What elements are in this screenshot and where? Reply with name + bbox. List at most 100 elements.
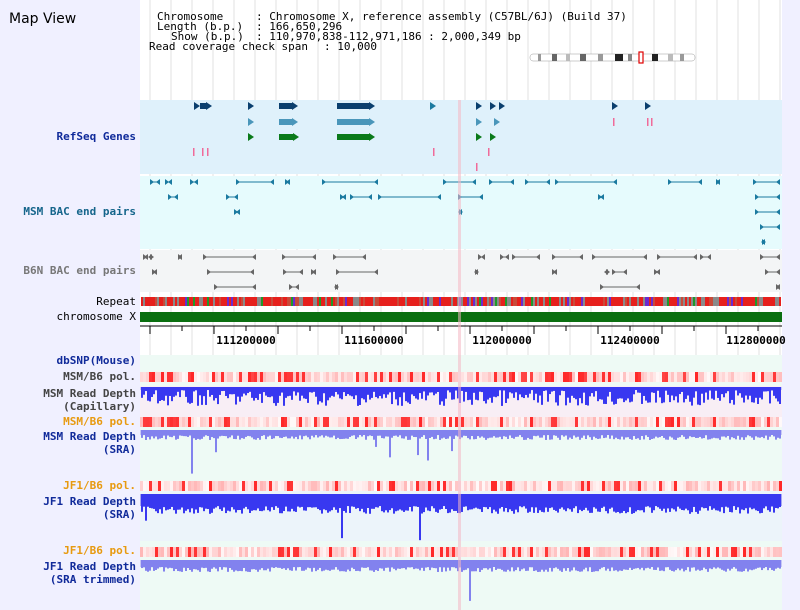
depth-bar	[247, 430, 249, 436]
track-label-refseq-genes[interactable]: RefSeq Genes	[56, 130, 136, 143]
depth-bar	[247, 560, 249, 572]
depth-bar	[551, 560, 553, 572]
depth-bar	[209, 430, 211, 440]
depth-bar	[145, 560, 147, 571]
depth-bar	[727, 387, 729, 392]
track-label-msm-capillary-1[interactable]: MSM Read Depth	[43, 387, 136, 400]
depth-bar	[305, 387, 307, 399]
track-label-jf1-sra-2[interactable]: (SRA)	[102, 508, 136, 521]
depth-bar	[341, 560, 343, 572]
pol-band-cell	[653, 372, 656, 382]
depth-bar	[201, 494, 203, 508]
depth-bar	[657, 494, 659, 508]
track-label-msm-bac[interactable]: MSM BAC end pairs	[23, 205, 136, 218]
depth-bar	[261, 560, 263, 569]
depth-bar	[279, 494, 281, 514]
pol-band-cell	[308, 481, 311, 491]
depth-bar	[587, 494, 589, 511]
pol-band-cell	[464, 547, 467, 557]
depth-bar	[141, 560, 143, 569]
pol-band-cell	[179, 417, 182, 427]
pol-band-cell	[698, 481, 701, 491]
depth-bar	[229, 560, 231, 569]
track-label-msm-sra-2[interactable]: (SRA)	[102, 443, 136, 456]
repeat-segment	[259, 297, 261, 306]
repeat-segment	[233, 297, 235, 306]
track-label-msm-sra-1[interactable]: MSM Read Depth	[43, 430, 136, 443]
depth-bar	[323, 494, 325, 510]
pol-band-cell	[197, 372, 200, 382]
track-label-msm-pol-2[interactable]: MSM/B6 pol.	[63, 415, 136, 428]
depth-bar	[663, 387, 665, 403]
track-label-repeat[interactable]: Repeat	[96, 295, 136, 308]
pol-band-cell	[299, 547, 302, 557]
track-label-msm-pol[interactable]: MSM/B6 pol.	[63, 370, 136, 383]
depth-bar	[237, 387, 239, 397]
pol-band-cell	[329, 481, 332, 491]
repeat-segment	[635, 297, 637, 306]
depth-bar	[511, 560, 513, 568]
depth-bar	[747, 387, 749, 400]
bac-end	[776, 194, 780, 200]
pol-band-cell	[233, 547, 236, 557]
depth-bar	[341, 430, 343, 439]
track-label-chromosome[interactable]: chromosome X	[56, 310, 136, 323]
depth-bar	[197, 494, 199, 513]
depth-bar	[285, 494, 287, 507]
pol-band-cell	[677, 372, 680, 382]
pol-band-cell	[527, 372, 530, 382]
pol-band-cell	[560, 547, 563, 557]
depth-bar	[277, 387, 279, 403]
repeat-segment	[689, 297, 691, 306]
track-label-b6n-bac[interactable]: B6N BAC end pairs	[23, 264, 136, 277]
depth-bar	[361, 387, 363, 399]
pol-band-cell	[590, 372, 593, 382]
pol-band-cell	[698, 372, 701, 382]
pol-band-cell	[626, 372, 629, 382]
axis-tick-marks	[149, 326, 759, 334]
pol-band-cell	[764, 417, 767, 427]
track-label-jf1-sra-1[interactable]: JF1 Read Depth	[43, 495, 136, 508]
repeat-segment	[277, 297, 279, 306]
pol-band-cell	[461, 372, 464, 382]
pol-band-cell	[194, 547, 197, 557]
depth-bar	[461, 494, 463, 512]
chromosome-ideogram[interactable]	[529, 51, 696, 64]
depth-bar	[591, 387, 593, 394]
track-label-jf1-pol[interactable]: JF1/B6 pol.	[63, 479, 136, 492]
depth-bar	[465, 560, 467, 570]
depth-bar	[301, 494, 303, 507]
depth-bar	[171, 387, 173, 402]
pol-band-cell	[734, 372, 737, 382]
pol-band-cell	[206, 372, 209, 382]
depth-bar	[257, 494, 259, 509]
pol-band-cell	[656, 547, 659, 557]
pol-band-cell	[755, 547, 758, 557]
depth-bar	[571, 494, 573, 512]
repeat-segment	[411, 297, 413, 306]
depth-bar	[245, 560, 247, 572]
depth-bar	[207, 430, 209, 436]
depth-bar	[225, 560, 227, 568]
depth-bar	[649, 494, 651, 508]
depth-bar	[517, 560, 519, 568]
depth-bar	[573, 387, 575, 398]
depth-bar	[659, 387, 661, 398]
repeat-segment	[269, 297, 271, 306]
ideogram-band	[615, 54, 623, 61]
pol-band-cell	[491, 417, 494, 427]
pol-band-cell	[398, 481, 401, 491]
track-label-jf1-trimmed-2[interactable]: (SRA trimmed)	[49, 573, 136, 586]
track-label-msm-capillary-2[interactable]: (Capillary)	[63, 400, 136, 413]
pol-band-cell	[626, 481, 629, 491]
track-label-jf1-trimmed-1[interactable]: JF1 Read Depth	[43, 560, 136, 573]
track-label-jf1-pol-2[interactable]: JF1/B6 pol.	[63, 544, 136, 557]
depth-bar	[359, 430, 361, 436]
pol-band-cell	[284, 481, 287, 491]
depth-bar	[487, 494, 489, 510]
pol-band-cell	[686, 547, 689, 557]
depth-bar	[711, 430, 713, 439]
depth-bar	[375, 560, 377, 571]
track-label-dbsnp[interactable]: dbSNP(Mouse)	[56, 354, 136, 367]
depth-bar	[303, 494, 305, 511]
